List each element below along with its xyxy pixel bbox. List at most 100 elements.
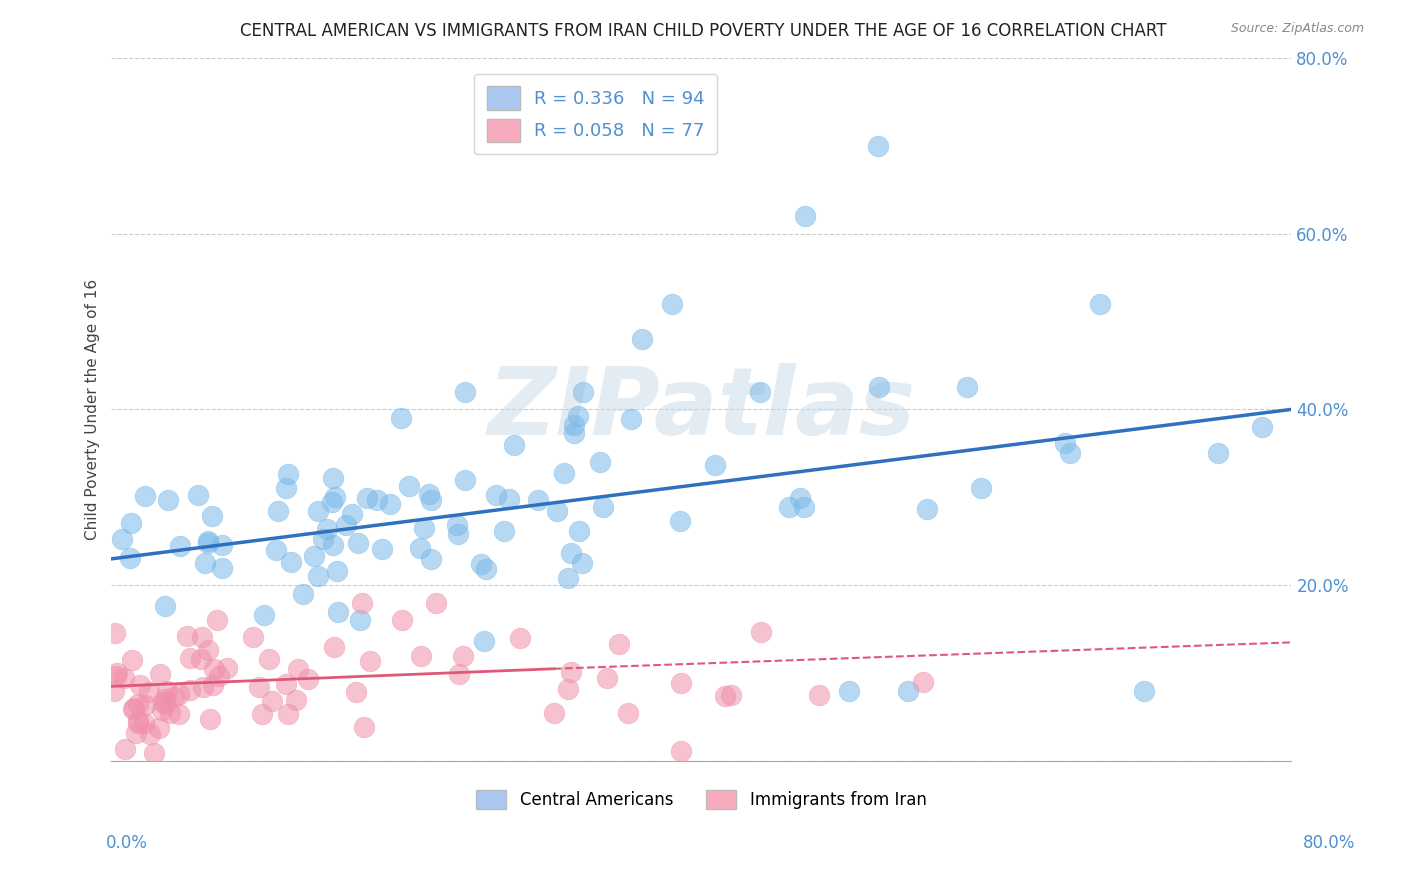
Point [292,587,315,601]
Point [868,138,890,153]
Point [509,631,531,645]
Point [127,697,149,711]
Point [193,681,215,695]
Point [127,715,149,730]
Point [159,706,181,721]
Point [915,502,938,516]
Point [567,409,589,423]
Point [197,643,219,657]
Point [105,666,128,681]
Point [125,725,148,739]
Point [322,538,344,552]
Point [257,652,280,666]
Point [956,380,979,394]
Point [420,492,443,507]
Point [1251,420,1274,434]
Point [121,653,143,667]
Point [1133,683,1156,698]
Point [156,684,179,698]
Point [485,488,508,502]
Point [749,625,772,640]
Point [127,714,149,728]
Point [793,209,815,223]
Point [169,707,191,722]
Point [543,706,565,720]
Point [669,744,692,758]
Point [103,683,125,698]
Point [425,596,447,610]
Point [592,500,614,515]
Point [378,497,401,511]
Point [562,426,585,441]
Point [274,481,297,495]
Point [201,508,224,523]
Point [572,384,595,399]
Point [120,516,142,530]
Point [616,706,638,720]
Point [789,491,811,506]
Point [1206,446,1229,460]
Point [266,504,288,518]
Point [297,672,319,686]
Point [194,556,217,570]
Point [398,479,420,493]
Point [704,458,727,473]
Point [419,552,441,566]
Legend: Central Americans, Immigrants from Iran: Central Americans, Immigrants from Iran [470,783,934,816]
Point [190,630,212,644]
Point [669,676,692,690]
Point [472,633,495,648]
Point [197,533,219,548]
Point [114,741,136,756]
Point [793,500,815,514]
Point [970,481,993,495]
Point [494,524,516,538]
Point [451,649,474,664]
Point [557,571,579,585]
Point [211,561,233,575]
Point [560,665,582,679]
Point [391,613,413,627]
Point [631,332,654,346]
Point [134,698,156,712]
Point [201,678,224,692]
Point [202,662,225,676]
Point [153,692,176,706]
Point [352,596,374,610]
Point [571,556,593,570]
Point [340,508,363,522]
Point [150,703,173,717]
Point [280,555,302,569]
Point [285,693,308,707]
Point [475,562,498,576]
Point [411,648,433,663]
Point [897,683,920,698]
Point [250,706,273,721]
Point [503,438,526,452]
Point [307,569,329,583]
Point [838,683,860,698]
Point [148,721,170,735]
Point [176,629,198,643]
Point [353,721,375,735]
Point [413,521,436,535]
Point [121,702,143,716]
Point [152,695,174,709]
Point [205,613,228,627]
Point [215,661,238,675]
Point [326,565,349,579]
Point [349,613,371,627]
Point [714,690,737,704]
Point [112,671,135,685]
Point [122,701,145,715]
Point [808,688,831,702]
Point [323,640,346,655]
Point [208,669,231,683]
Point [242,630,264,644]
Point [567,524,589,539]
Point [179,651,201,665]
Point [311,533,333,547]
Point [470,557,492,571]
Point [778,500,800,514]
Point [163,690,186,704]
